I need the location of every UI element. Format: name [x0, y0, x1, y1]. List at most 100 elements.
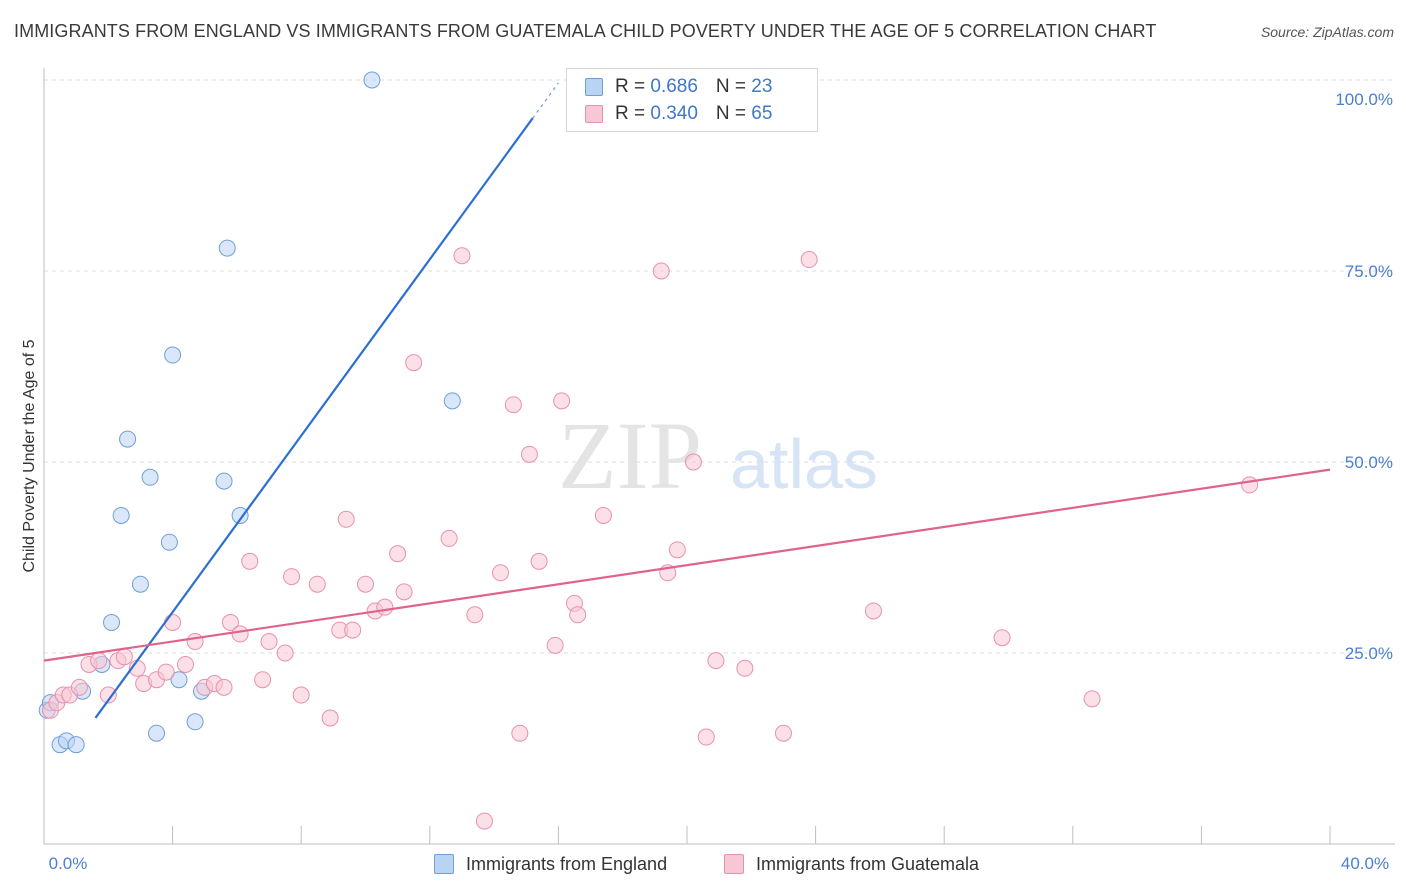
england-point — [170, 671, 188, 689]
guatemala-point — [176, 655, 194, 673]
guatemala-point — [221, 613, 239, 631]
england-point — [160, 533, 178, 551]
x-tick-label: 40.0% — [1341, 854, 1389, 873]
guatemala-point — [90, 652, 108, 670]
england-point — [443, 392, 461, 410]
england-n-label: N = — [715, 76, 752, 97]
legend-england-label: Immigrants from England — [466, 853, 668, 874]
guatemala-point — [546, 636, 564, 654]
guatemala-point — [492, 564, 510, 582]
guatemala-point — [186, 633, 204, 651]
england-point — [186, 713, 204, 731]
guatemala-point — [389, 545, 407, 563]
legend-item-guatemala[interactable]: Immigrants from Guatemala — [724, 852, 979, 876]
guatemala-point — [241, 552, 259, 570]
england-point — [164, 346, 182, 364]
guatemala-point — [357, 575, 374, 593]
guatemala-point — [276, 644, 294, 662]
stats-row-england: R = 0.686 N = 23 — [585, 75, 772, 99]
guatemala-point — [594, 506, 612, 524]
y-tick-label: 25.0% — [1345, 644, 1393, 663]
guatemala-point — [504, 396, 522, 414]
guatemala-point — [569, 606, 587, 624]
guatemala-point — [321, 709, 339, 727]
chart-title: IMMIGRANTS FROM ENGLAND VS IMMIGRANTS FR… — [14, 21, 1157, 41]
england-point — [131, 575, 149, 593]
guatemala-point — [283, 568, 301, 586]
guatemala-point — [99, 686, 117, 704]
legend-guatemala-label: Immigrants from Guatemala — [756, 853, 980, 874]
england-swatch — [585, 78, 603, 96]
guatemala-point — [260, 633, 278, 651]
guatemala-point — [292, 686, 310, 704]
guatemala-point — [697, 728, 715, 746]
england-point — [215, 472, 233, 490]
watermark-atlas: atlas — [730, 425, 878, 503]
guatemala-point — [337, 510, 355, 528]
england-point — [141, 468, 159, 486]
guatemala-r-label: R = — [615, 103, 651, 124]
guatemala-point — [707, 652, 725, 670]
guatemala-point — [344, 621, 362, 639]
source-label: Source: ZipAtlas.com — [1260, 24, 1394, 40]
watermark: ZIP atlas — [558, 402, 878, 509]
guatemala-point — [511, 724, 529, 742]
y-tick-label: 50.0% — [1345, 453, 1393, 472]
guatemala-point — [376, 598, 394, 616]
guatemala-point — [157, 663, 175, 681]
guatemala-point — [231, 625, 249, 643]
guatemala-point — [864, 602, 882, 620]
guatemala-n-value: 65 — [751, 103, 773, 124]
guatemala-point — [70, 678, 88, 696]
guatemala-point — [520, 445, 538, 463]
guatemala-point — [993, 629, 1011, 647]
guatemala-point — [395, 583, 413, 601]
guatemala-point — [1241, 476, 1259, 494]
england-point — [67, 736, 85, 754]
stats-row-guatemala: R = 0.340 N = 65 — [585, 102, 772, 126]
england-point — [231, 506, 249, 524]
guatemala-point — [774, 724, 792, 742]
legend-item-england[interactable]: Immigrants from England — [434, 852, 667, 876]
guatemala-point — [530, 552, 548, 570]
guatemala-swatch — [585, 105, 603, 123]
guatemala-point — [466, 606, 484, 624]
england-point — [119, 430, 137, 448]
england-point — [112, 506, 130, 524]
guatemala-n-label: N = — [715, 103, 752, 124]
stats-box: R = 0.686 N = 23 R = 0.340 N = 65 — [566, 68, 818, 132]
england-point — [363, 71, 381, 89]
guatemala-point — [164, 613, 182, 631]
watermark-zip: ZIP — [558, 402, 702, 509]
england-point — [218, 239, 236, 257]
england-point — [148, 724, 166, 742]
england-r-label: R = — [615, 76, 651, 97]
guatemala-point — [1083, 690, 1101, 708]
england-point — [103, 613, 121, 631]
england-r-value: 0.686 — [650, 76, 698, 97]
y-tick-label: 100.0% — [1335, 90, 1393, 109]
tick-labels: 25.0% 50.0% 75.0% 100.0% 0.0% 40.0% — [49, 90, 1393, 873]
england-trendline-extension — [532, 82, 559, 119]
guatemala-point — [405, 354, 423, 372]
axis-layer — [43, 68, 1395, 845]
trend-layer — [43, 82, 1331, 719]
guatemala-point — [308, 575, 326, 593]
guatemala-point — [215, 678, 233, 696]
guatemala-point — [684, 453, 702, 471]
guatemala-point — [440, 529, 458, 547]
guatemala-trendline — [43, 468, 1331, 662]
england-n-value: 23 — [751, 76, 773, 97]
guatemala-point — [553, 392, 571, 410]
legend-england-swatch — [434, 854, 454, 874]
y-tick-label: 75.0% — [1345, 262, 1393, 281]
guatemala-point — [115, 648, 133, 666]
guatemala-point — [668, 541, 686, 559]
guatemala-point — [736, 659, 754, 677]
x-tick-label: 0.0% — [49, 854, 88, 873]
guatemala-point — [453, 247, 471, 265]
guatemala-point — [800, 251, 818, 269]
england-trendline — [94, 117, 534, 719]
guatemala-point — [652, 262, 670, 280]
